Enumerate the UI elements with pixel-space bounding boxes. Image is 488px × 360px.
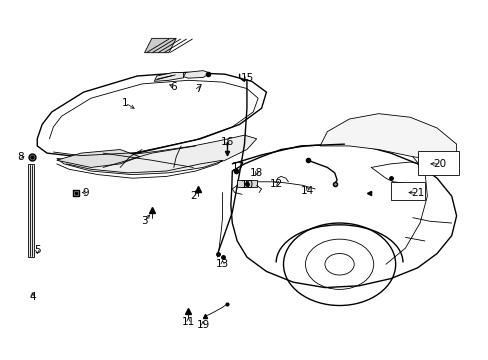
Text: 9: 9 — [82, 188, 89, 198]
Text: 20: 20 — [432, 159, 445, 169]
Text: 15: 15 — [240, 73, 253, 83]
Text: 17: 17 — [231, 162, 244, 172]
Polygon shape — [237, 180, 256, 187]
Text: 10: 10 — [240, 180, 253, 190]
Polygon shape — [320, 114, 456, 160]
Text: 8: 8 — [17, 152, 23, 162]
Text: 6: 6 — [170, 82, 177, 92]
Polygon shape — [154, 72, 183, 81]
Text: 5: 5 — [34, 245, 41, 255]
Text: 18: 18 — [249, 168, 263, 178]
Text: 1: 1 — [122, 98, 128, 108]
Text: 21: 21 — [410, 188, 424, 198]
Polygon shape — [183, 71, 210, 78]
Polygon shape — [27, 164, 34, 257]
Polygon shape — [37, 72, 266, 157]
Text: 2: 2 — [190, 191, 196, 201]
Text: 12: 12 — [269, 179, 282, 189]
Text: 16: 16 — [221, 138, 234, 147]
Text: 3: 3 — [141, 216, 147, 226]
Text: 4: 4 — [29, 292, 36, 302]
Text: 19: 19 — [196, 320, 209, 330]
FancyBboxPatch shape — [417, 151, 458, 175]
Polygon shape — [57, 135, 256, 175]
Text: 11: 11 — [182, 317, 195, 327]
FancyBboxPatch shape — [390, 182, 424, 200]
Text: 7: 7 — [194, 84, 201, 94]
Polygon shape — [230, 144, 456, 288]
Text: 13: 13 — [216, 259, 229, 269]
Polygon shape — [57, 149, 140, 167]
Polygon shape — [144, 39, 176, 53]
Text: 14: 14 — [301, 186, 314, 196]
